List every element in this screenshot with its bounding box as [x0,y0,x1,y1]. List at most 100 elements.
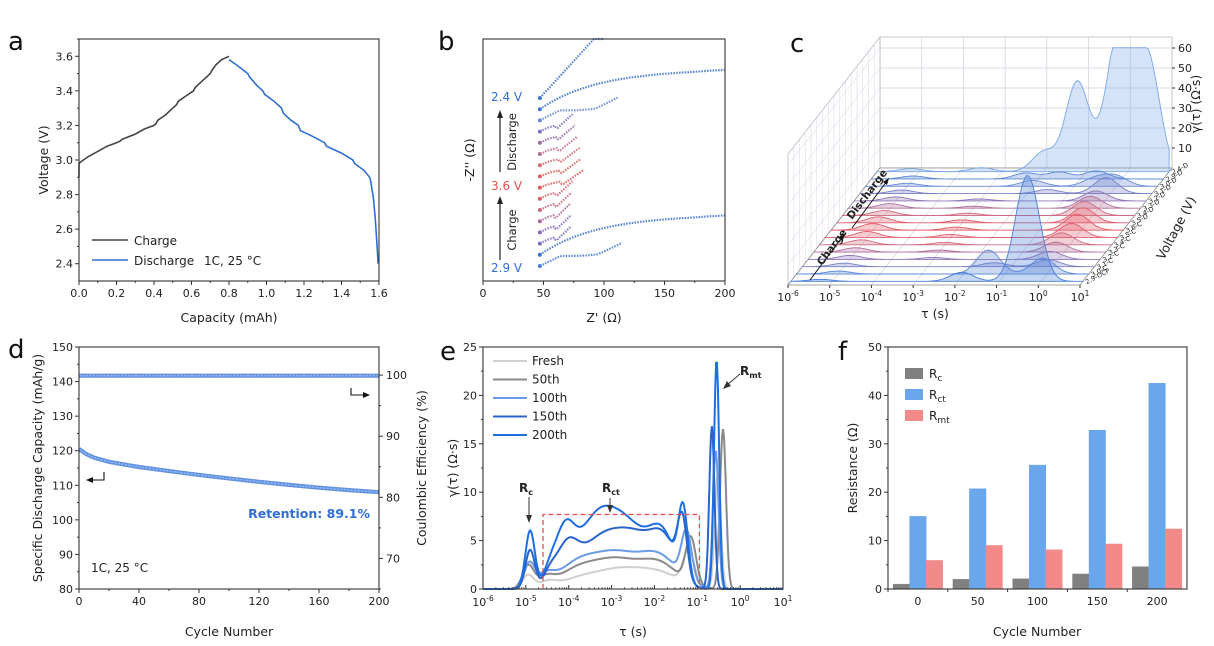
waterfall-trace-2.9-D [870,170,1165,180]
bar-rc-50 [952,579,970,590]
nyquist-start-point [537,107,542,112]
legend-label-rct: Rct [929,388,946,405]
y-tick-label-a: 2.8 [56,189,74,202]
rct-dashed-box [542,513,701,589]
bar-rc-200 [1132,566,1150,590]
legend-label-fresh: Fresh [532,354,564,368]
nyquist-curve-3.0-D [539,96,619,122]
annotation-2.4V: 2.4 V [491,90,523,104]
x-tick-label-c: 10-2 [944,289,966,304]
nyquist-curve-3.2-C [539,214,573,234]
nyquist-curve-3.6-C [539,169,585,189]
nyquist-start-point [537,96,542,100]
y-tick-label-a: 3.6 [56,50,74,63]
c-floor-gridline [1038,167,1131,286]
z-tick-label-c: 60 [1178,42,1192,55]
bar-rct-0 [909,516,927,590]
nyquist-start-point [537,219,542,224]
panel-label-c: c [790,29,804,59]
series-line-charge [78,55,230,178]
waterfall-trace-3.1-D [859,177,1153,195]
panel-label-d: d [8,335,25,365]
nyquist-curve-2.9-D [539,68,726,111]
waterfall-trace-3.4-D [841,201,1136,216]
axes-frame-a [78,38,380,282]
nyquist-start-point [537,264,542,268]
bar-rc-100 [1012,578,1030,590]
y-tick-label-e: 20 [463,389,477,402]
rc-arrow-icon [526,515,532,523]
legend-label-rmt: Rmt [929,409,950,426]
x-tick-label-f: 100 [1027,595,1048,608]
bar-rmt-150 [1105,543,1123,590]
waterfall-trace-3.3-C [813,241,1107,253]
y-axis-label-b: -Z'' (Ω) [462,138,477,181]
y-tick-label-d: 110 [52,479,73,492]
z-tick-label-c: 40 [1178,82,1192,95]
nyquist-curve-3.3-C [539,202,571,223]
annotation-discharge-b: Discharge [505,113,519,171]
y-tick-label-f: 30 [868,438,882,451]
waterfall-trace-3.4-C [818,232,1114,246]
x-tick-label-a: 1.0 [258,287,276,300]
panel-label-e: e [440,337,456,367]
rct-arrow-icon [607,505,613,513]
waterfall-trace-3.0-D [864,173,1160,187]
discharge-arrow-head-icon [497,110,503,118]
z-axis-label-c: γ(τ) (Ω·s) [1188,75,1203,133]
legend-label-discharge: Discharge [134,254,194,268]
panel-b: b 0 50 100 150 200 Z' (Ω) -Z'' (Ω) 2.4 V Dis… [438,27,736,325]
x-tick-label-b: 150 [654,287,675,300]
y-tick-label-e: 5 [470,535,477,548]
y-tick-label-d: 150 [52,341,73,354]
x-tick-label-e: 10-5 [515,594,537,609]
y-tick-label-a: 2.6 [56,223,74,236]
bar-rc-0 [892,583,910,590]
c-floor-gridline [954,167,1048,286]
rmt-arrow-icon [723,381,731,389]
x-tick-label-f: 50 [971,595,985,608]
x-axis-label-b: Z' (Ω) [586,310,621,325]
legend-swatch-rct [905,389,923,400]
x-tick-label-f: 0 [914,595,921,608]
bar-rct-50 [969,488,987,590]
waterfall-trace-3.5-D [836,207,1130,224]
x-tick-label-a: 0.8 [220,287,238,300]
annotation-retention: Retention: 89.1% [248,506,370,521]
x-tick-label-f: 150 [1087,595,1108,608]
y-tick-label-d: 80 [59,583,73,596]
y-tick-label-f: 10 [868,535,882,548]
series-band-left [77,447,380,495]
x-tick-label-a: 1.2 [295,287,313,300]
x-tick-label-b: 100 [594,287,615,300]
x-tick-label-d: 120 [249,595,270,608]
y-tick-label-e: 25 [463,341,477,354]
panel-label-b: b [438,27,455,57]
x-tick-label-e: 10-3 [601,594,623,609]
waterfall-trace-3.2-D [853,190,1147,202]
series-line-discharge [228,59,379,264]
waterfall-trace-3.6-C [830,213,1124,231]
bar-rct-200 [1148,383,1166,590]
waterfall-trace-3.0-C [795,249,1090,275]
z-tick-label-c: 50 [1178,62,1192,75]
x-tick-label-e: 10-6 [472,594,494,609]
nyquist-start-point [537,208,542,212]
legend-label-50th: 50th [532,373,560,387]
y-tick-label-a: 2.4 [56,258,74,271]
c-floor-gridline [871,167,964,286]
y-tick-label-e: 10 [463,486,477,499]
c-floor-gridline [912,167,1006,286]
nyquist-start-point [537,140,542,145]
legend-label-200th: 200th [532,428,567,442]
nyquist-curve-3.5-C [539,180,574,200]
y-tick-label-a: 3.2 [56,119,74,132]
legend-label-150th: 150th [532,410,567,424]
panel-d: d 0 40 80 120 160 200 8090100110120130140150 … [8,335,429,639]
x-tick-label-d: 200 [369,595,390,608]
x-tick-label-d: 80 [192,595,206,608]
bar-rct-100 [1029,464,1046,590]
y-tick-label-d: 140 [52,376,73,389]
y-tick-label-d: 90 [59,548,73,561]
